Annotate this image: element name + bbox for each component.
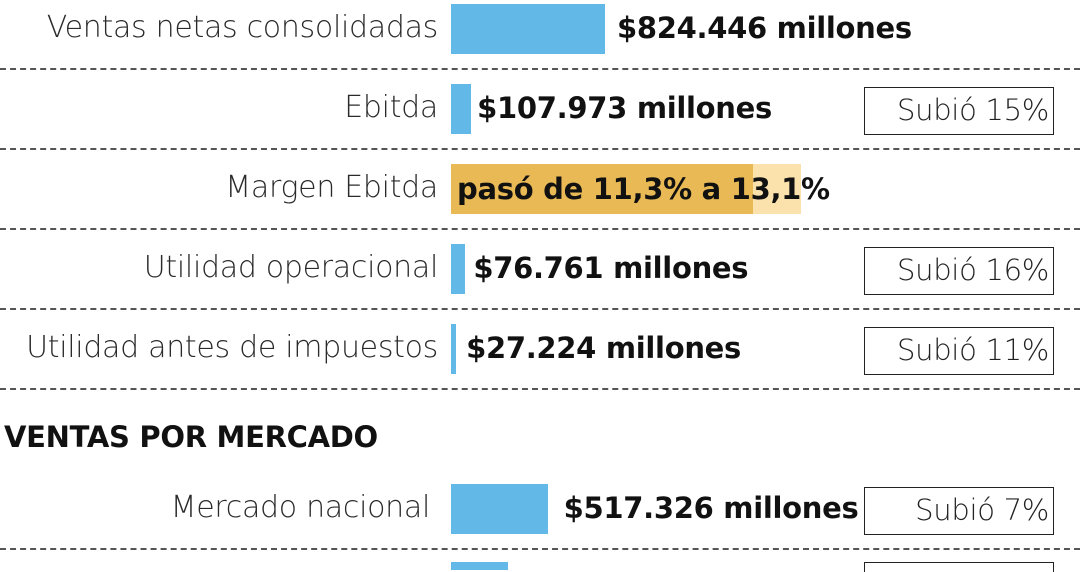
change-box: Subió 16%: [864, 247, 1054, 295]
margin-bar: pasó de 11,3% a 13,1%: [451, 164, 830, 214]
value-label: $824.446 millones: [617, 11, 912, 45]
dashed-divider: [0, 228, 1080, 230]
row-label: Mercado nacional: [170, 490, 431, 525]
row-ebitda: Ebitda $107.973 millones Subió 15%: [0, 82, 1080, 162]
bar-ebitda: [451, 84, 472, 134]
dashed-divider: [0, 548, 1080, 550]
row-mercado-nacional: Mercado nacional $517.326 millones Subió…: [0, 482, 1080, 562]
value-label: $76.761 millones: [473, 251, 749, 285]
value-label: $517.326 millones: [563, 491, 859, 525]
row-margen-ebitda: Margen Ebitda pasó de 11,3% a 13,1%: [0, 162, 1080, 242]
row-label: Margen Ebitda: [225, 170, 438, 205]
row-label: Utilidad antes de impuestos: [26, 330, 438, 365]
dashed-divider: [0, 308, 1080, 310]
row-label: Utilidad operacional: [143, 250, 439, 285]
margin-label: pasó de 11,3% a 13,1%: [457, 172, 830, 206]
row-label: Ebitda: [344, 90, 438, 125]
bar-mercado-nacional: [451, 484, 548, 534]
value-label: $107.973 millones: [477, 91, 772, 125]
bar-next-partial: [451, 562, 508, 570]
margin-bar-from: [451, 164, 753, 214]
dashed-divider: [0, 148, 1080, 150]
bar-utilidad-operacional: [451, 244, 466, 294]
change-box: Subió 15%: [864, 87, 1054, 135]
row-ventas-netas: Ventas netas consolidadas $824.446 millo…: [0, 2, 1080, 82]
bar-utilidad-antes-impuestos: [451, 324, 457, 374]
section-title: VENTAS POR MERCADO: [4, 420, 378, 454]
bar-ventas-netas: [451, 4, 605, 54]
change-box: Subió 11%: [864, 327, 1054, 375]
row-utilidad-operacional: Utilidad operacional $76.761 millones Su…: [0, 242, 1080, 322]
row-utilidad-antes-impuestos: Utilidad antes de impuestos $27.224 mill…: [0, 322, 1080, 402]
value-label: $27.224 millones: [466, 331, 741, 365]
dashed-divider: [0, 388, 1080, 390]
change-box-partial: [864, 562, 1054, 572]
row-label: Ventas netas consolidadas: [46, 10, 439, 45]
change-box: Subió 7%: [864, 487, 1054, 535]
dashed-divider: [0, 68, 1080, 70]
